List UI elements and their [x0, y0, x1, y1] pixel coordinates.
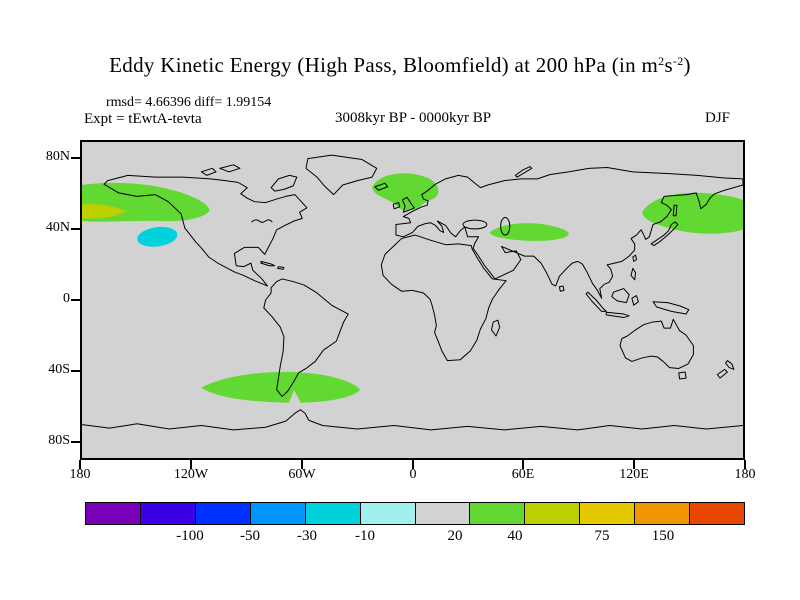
y-axis-label: 80S	[48, 433, 70, 448]
colorbar-box	[635, 503, 691, 524]
colorbar-box	[415, 503, 471, 524]
colorbar-box	[305, 503, 361, 524]
coastline-madagascar	[491, 320, 499, 336]
y-axis-tick	[71, 157, 80, 159]
coastline-iceland	[375, 183, 388, 190]
colorbar-box	[86, 503, 141, 524]
title-superscript-2: 2	[658, 54, 665, 68]
coastline-north-america	[104, 175, 307, 286]
coastline-caspian-sea	[501, 217, 510, 235]
colorbar-box	[470, 503, 526, 524]
coastline-south-america	[264, 279, 348, 397]
coastline-borneo	[612, 289, 629, 303]
coastline-greenland	[306, 155, 377, 195]
y-axis-tick	[71, 228, 80, 230]
coastline-new-zealand-south	[717, 369, 727, 378]
x-axis-label: 60W	[288, 467, 316, 482]
title-superscript-neg2: -2	[672, 54, 684, 68]
x-axis-label: 120W	[173, 467, 209, 482]
world-map-svg	[82, 142, 743, 458]
x-axis-label: 120E	[619, 467, 649, 482]
anomaly-california-negative	[137, 226, 178, 247]
title-close-paren: )	[683, 53, 691, 77]
colorbar-label: -50	[240, 528, 260, 544]
coastline-ireland	[393, 203, 399, 209]
colorbar-label: 150	[651, 528, 675, 544]
colorbar-box	[195, 503, 251, 524]
colorbar-box	[690, 503, 745, 524]
x-axis-label: 180	[734, 467, 756, 482]
title-units-s: s	[664, 53, 673, 77]
coastline-antarctica	[82, 410, 743, 430]
x-axis-tick	[190, 460, 192, 469]
map-frame	[80, 140, 745, 460]
y-axis-tick	[71, 299, 80, 301]
coastline-java	[606, 312, 629, 317]
anomaly-south-america-positive	[201, 371, 361, 403]
antarctic-peninsula-notch	[287, 390, 303, 406]
y-axis-label: 40N	[45, 220, 70, 235]
x-axis-label: 0	[409, 467, 417, 482]
x-axis-tick	[744, 460, 746, 469]
y-axis-label: 80N	[45, 149, 70, 164]
coastline-sulawesi	[632, 296, 638, 306]
colorbar-label: 40	[507, 528, 523, 544]
plot-title: Eddy Kinetic Energy (High Pass, Bloomfie…	[0, 53, 800, 78]
y-axis-label: 0	[63, 291, 70, 306]
coastline-tasmania	[679, 372, 686, 379]
colorbar-box	[525, 503, 581, 524]
coastline-britain	[402, 197, 414, 212]
x-axis-label: 60E	[511, 467, 535, 482]
period-label: 3008kyr BP - 0000kyr BP	[334, 110, 492, 126]
y-axis-tick	[71, 370, 80, 372]
colorbar-box	[580, 503, 636, 524]
anomaly-nw-pacific-positive	[642, 192, 743, 234]
anomaly-ne-pacific-moderate	[82, 203, 127, 219]
anomaly-europe-positive	[372, 173, 439, 211]
colorbar-label: -100	[176, 528, 204, 544]
coastline-philippines	[631, 268, 636, 279]
coastline-africa	[381, 235, 506, 361]
season-label: DJF	[704, 110, 730, 126]
stats-line: rmsd= 4.66396 diff= 1.99154	[106, 95, 272, 110]
coastline-arctic-island-2	[201, 168, 216, 175]
coastline-baffin-island	[271, 175, 297, 191]
coastline-arctic-island-1	[220, 165, 240, 172]
x-axis-tick	[522, 460, 524, 469]
colorbar-label: -30	[297, 528, 317, 544]
coastlines	[82, 155, 743, 430]
colorbar-label: -10	[355, 528, 375, 544]
coastline-new-guinea	[653, 302, 689, 314]
coastline-cuba	[261, 261, 275, 265]
coastline-new-zealand-north	[726, 361, 734, 370]
coastline-taiwan	[633, 255, 637, 261]
x-axis-tick	[79, 460, 81, 469]
coastline-great-lakes	[252, 220, 272, 222]
coastline-eurasia	[396, 167, 743, 298]
coastline-sri-lanka	[559, 286, 564, 291]
colorbar-label: 75	[594, 528, 610, 544]
coastline-sumatra	[586, 292, 606, 311]
colorbar-box	[360, 503, 416, 524]
colorbar-box	[140, 503, 196, 524]
experiment-label: Expt = tEwtA-tevta	[84, 111, 202, 127]
y-axis-tick	[71, 441, 80, 443]
coastline-hispaniola	[278, 267, 284, 270]
colorbar	[85, 502, 745, 525]
title-text: Eddy Kinetic Energy (High Pass, Bloomfie…	[109, 53, 659, 77]
coastline-australia	[620, 319, 693, 368]
colorbar-box	[250, 503, 306, 524]
x-axis-tick	[412, 460, 414, 469]
coastline-japan	[651, 222, 678, 246]
coastline-sakhalin	[673, 205, 677, 216]
y-axis-label: 40S	[48, 362, 70, 377]
x-axis-label: 180	[69, 467, 91, 482]
colorbar-label: 20	[447, 528, 463, 544]
coastline-novaya-zemlya	[515, 167, 532, 178]
x-axis-tick	[633, 460, 635, 469]
coastline-black-sea	[463, 220, 487, 229]
x-axis-tick	[301, 460, 303, 469]
